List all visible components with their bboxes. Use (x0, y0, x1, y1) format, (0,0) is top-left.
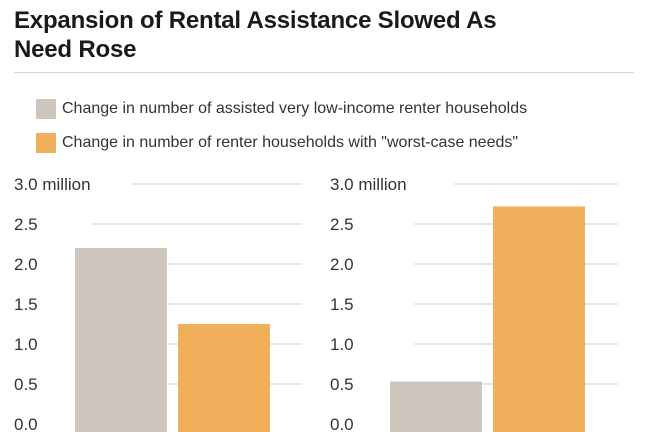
legend-item-assisted: Change in number of assisted very low-in… (36, 98, 527, 120)
y-tick-label-left: 0.5 (14, 375, 38, 394)
bar-left-assisted (75, 248, 167, 432)
legend-item-worst-case: Change in number of renter households wi… (36, 132, 527, 154)
y-tick-label-right: 2.5 (330, 215, 354, 234)
y-tick-label-left: 1.0 (14, 335, 38, 354)
y-tick-label-right: 2.0 (330, 255, 354, 274)
legend: Change in number of assisted very low-in… (36, 98, 527, 166)
y-tick-label-left: 2.5 (14, 215, 38, 234)
y-tick-label-right: 0.0 (330, 415, 354, 432)
y-tick-label-left: 1.5 (14, 295, 38, 314)
legend-label-assisted: Change in number of assisted very low-in… (62, 100, 528, 117)
bar-left-worst-case (178, 324, 270, 432)
y-tick-label-left: 2.0 (14, 255, 38, 274)
bar-right-worst-case (493, 206, 585, 432)
y-tick-label-right: 3.0 million (330, 175, 407, 194)
y-tick-label-right: 0.5 (330, 375, 354, 394)
y-tick-label-right: 1.5 (330, 295, 354, 314)
legend-swatch-assisted (36, 99, 56, 119)
chart-title-line-1: Expansion of Rental Assistance Slowed As (14, 7, 497, 34)
chart-title-line-2: Need Rose (14, 36, 137, 63)
legend-swatch-worst-case (36, 133, 56, 153)
bar-right-assisted (390, 381, 482, 432)
y-tick-label-right: 1.0 (330, 335, 354, 354)
chart-title: Expansion of Rental Assistance Slowed As… (14, 6, 634, 64)
legend-label-worst-case: Change in number of renter households wi… (62, 134, 519, 151)
title-divider (14, 72, 634, 73)
y-tick-label-left: 0.0 (14, 415, 38, 432)
y-tick-label-left: 3.0 million (14, 175, 91, 194)
